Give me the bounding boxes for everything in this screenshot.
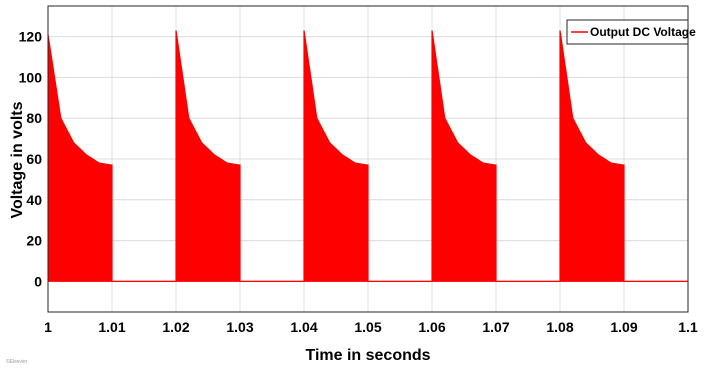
x-tick-label: 1.06 bbox=[418, 319, 445, 335]
x-tick-label: 1.1 bbox=[678, 319, 698, 335]
x-tick-label: 1 bbox=[44, 319, 52, 335]
y-tick-label: 40 bbox=[26, 192, 42, 208]
y-tick-label: 0 bbox=[34, 273, 42, 289]
x-axis-title: Time in seconds bbox=[305, 347, 430, 364]
series-group bbox=[47, 30, 688, 282]
x-tick-label: 1.08 bbox=[546, 319, 573, 335]
plot-frame bbox=[47, 5, 689, 313]
y-tick-labels: 0 20 40 60 80 100 120 bbox=[19, 29, 43, 290]
legend-label: Output DC Voltage bbox=[590, 25, 696, 39]
x-tick-labels: 1 1.01 1.02 1.03 1.04 1.05 1.06 1.07 1.08 1.09 1.1 bbox=[44, 319, 698, 335]
x-tick-label: 1.07 bbox=[482, 319, 509, 335]
y-tick-label: 20 bbox=[26, 233, 42, 249]
x-tick-label: 1.05 bbox=[354, 319, 381, 335]
corner-mark: ©Elsevier bbox=[6, 358, 28, 365]
series-area bbox=[48, 30, 688, 282]
x-tick-label: 1.09 bbox=[610, 319, 637, 335]
y-tick-label: 100 bbox=[19, 69, 43, 85]
x-tick-label: 1.02 bbox=[162, 319, 189, 335]
y-tick-label: 120 bbox=[19, 29, 43, 45]
legend: Output DC Voltage bbox=[566, 19, 696, 45]
x-tick-label: 1.04 bbox=[290, 319, 317, 335]
x-tick-label: 1.01 bbox=[98, 319, 125, 335]
y-tick-label: 80 bbox=[26, 110, 42, 126]
y-tick-label: 60 bbox=[26, 151, 42, 167]
y-axis-title: Voltage in volts bbox=[9, 101, 26, 218]
x-tick-label: 1.03 bbox=[226, 319, 253, 335]
